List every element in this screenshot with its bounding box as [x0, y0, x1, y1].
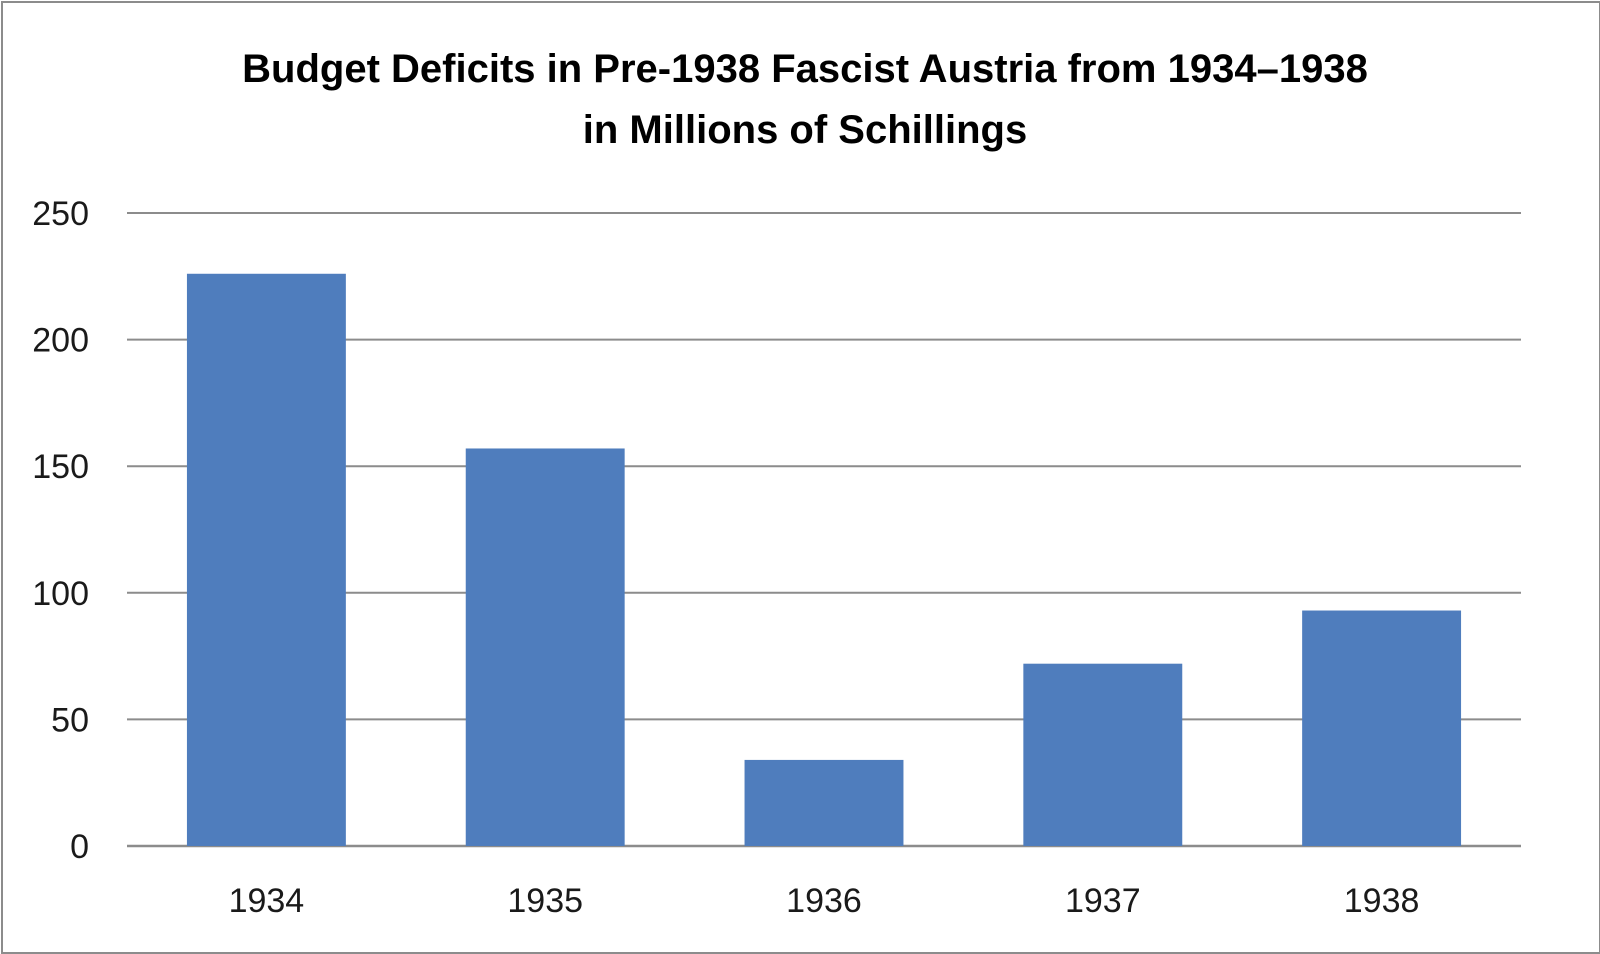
- x-tick-label: 1936: [786, 882, 862, 920]
- bar-1936: [744, 759, 904, 846]
- bar-1934: [186, 273, 346, 846]
- gridlines: [127, 212, 1521, 848]
- chart-title-line-1: Budget Deficits in Pre-1938 Fascist Aust…: [242, 47, 1368, 91]
- y-tick-label: 0: [70, 828, 89, 866]
- y-tick-label: 100: [32, 575, 89, 613]
- y-tick-label: 250: [32, 195, 89, 233]
- x-tick-label: 1937: [1065, 882, 1141, 920]
- y-axis-tick-labels: 0 50 100 150 200 250: [32, 195, 89, 866]
- x-axis-tick-labels: 1934 1935 1936 1937 1938: [229, 882, 1420, 920]
- bars: [186, 273, 1462, 846]
- y-tick-label: 200: [32, 322, 89, 360]
- bar-1938: [1302, 610, 1462, 846]
- y-tick-label: 150: [32, 448, 89, 486]
- y-tick-label: 50: [51, 701, 89, 739]
- x-tick-label: 1934: [229, 882, 305, 920]
- x-tick-label: 1935: [507, 882, 583, 920]
- x-tick-label: 1938: [1344, 882, 1420, 920]
- chart-title-line-2: in Millions of Schillings: [583, 108, 1027, 152]
- bar-1935: [465, 448, 625, 846]
- bar-1937: [1023, 663, 1183, 846]
